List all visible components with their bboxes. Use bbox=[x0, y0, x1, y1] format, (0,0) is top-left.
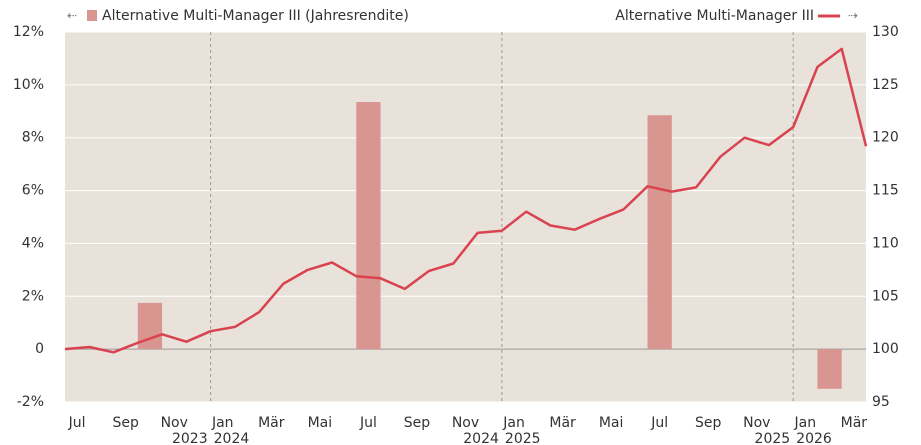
y-tick-label: 10% bbox=[13, 77, 44, 93]
legend-swatch bbox=[87, 10, 97, 21]
x-tick-label: Mai bbox=[599, 415, 624, 431]
y2-tick-label: 120 bbox=[872, 130, 899, 146]
y-tick-label: 4% bbox=[22, 235, 44, 251]
plot-background bbox=[65, 32, 866, 402]
x-tick-label: Jul bbox=[68, 415, 86, 431]
x-tick-label: Sep bbox=[112, 415, 139, 431]
y2-tick-label: 115 bbox=[872, 183, 899, 199]
x-tick-label: Jan bbox=[794, 415, 817, 431]
legend-label: Alternative Multi-Manager III (Jahresren… bbox=[102, 8, 409, 24]
y-tick-label: 6% bbox=[22, 183, 44, 199]
year-label: 2024 bbox=[463, 431, 499, 445]
y2-tick-label: 130 bbox=[872, 24, 899, 40]
x-tick-label: Mär bbox=[841, 415, 868, 431]
x-tick-label: Jan bbox=[502, 415, 525, 431]
bar bbox=[356, 102, 381, 350]
x-tick-label: Mär bbox=[549, 415, 576, 431]
x-tick-label: Nov bbox=[161, 415, 188, 431]
y2-tick-label: 125 bbox=[872, 77, 899, 93]
y-tick-label: 2% bbox=[22, 288, 44, 304]
y2-tick-label: 95 bbox=[872, 394, 890, 410]
x-tick-label: Mai bbox=[308, 415, 333, 431]
year-label: 2023 bbox=[172, 431, 208, 445]
y2-tick-label: 100 bbox=[872, 341, 899, 357]
line bbox=[64, 47, 868, 354]
y2-tick-label: 105 bbox=[872, 288, 899, 304]
year-label: 2026 bbox=[796, 431, 832, 445]
year-label: 2025 bbox=[755, 431, 791, 445]
x-tick-label: Jul bbox=[650, 415, 668, 431]
y2-tick-label: 110 bbox=[872, 235, 899, 251]
legend-arrow-left: ⇠ bbox=[67, 9, 77, 23]
x-tick-label: Jan bbox=[211, 415, 234, 431]
y-tick-label: 0 bbox=[35, 341, 44, 357]
bar bbox=[817, 349, 842, 389]
x-tick-label: Nov bbox=[452, 415, 479, 431]
x-tick-label: Nov bbox=[743, 415, 770, 431]
legend-label: Alternative Multi-Manager III bbox=[615, 8, 814, 24]
x-tick-label: Sep bbox=[695, 415, 722, 431]
y-tick-label: -2% bbox=[17, 394, 44, 410]
y-tick-label: 12% bbox=[13, 24, 44, 40]
x-tick-label: Jul bbox=[359, 415, 377, 431]
year-label: 2024 bbox=[214, 431, 250, 445]
x-tick-label: Mär bbox=[258, 415, 285, 431]
y-tick-label: 8% bbox=[22, 130, 44, 146]
legend-arrow-right: ⇢ bbox=[848, 9, 858, 23]
bar bbox=[647, 115, 672, 350]
year-label: 2025 bbox=[505, 431, 541, 445]
x-tick-label: Sep bbox=[404, 415, 431, 431]
